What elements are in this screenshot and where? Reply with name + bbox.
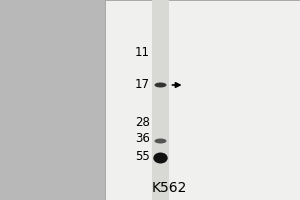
Text: 11: 11 (135, 46, 150, 58)
Text: K562: K562 (152, 181, 187, 195)
Text: 55: 55 (135, 150, 150, 162)
Text: 28: 28 (135, 116, 150, 129)
Ellipse shape (154, 138, 166, 144)
Text: 36: 36 (135, 132, 150, 144)
Bar (152, 0, 169, 200)
Bar (105, 0, 300, 200)
Text: 17: 17 (135, 78, 150, 90)
Ellipse shape (154, 83, 166, 88)
Ellipse shape (153, 152, 168, 164)
